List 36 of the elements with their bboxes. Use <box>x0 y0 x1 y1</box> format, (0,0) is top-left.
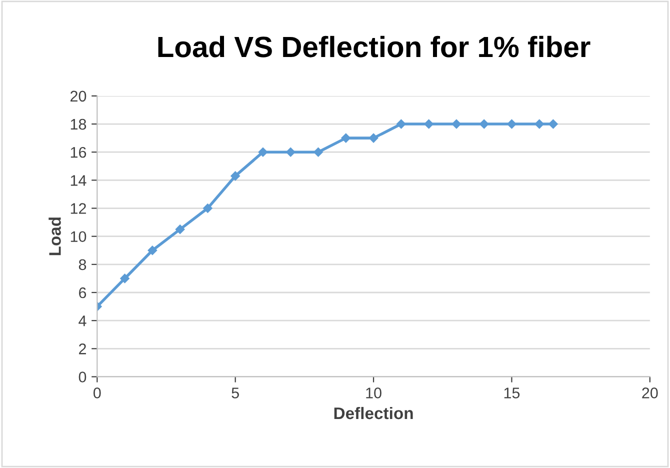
point <box>120 274 130 284</box>
point <box>258 147 268 157</box>
point <box>314 147 323 157</box>
point <box>175 224 185 234</box>
y-tick-label: 20 <box>70 90 86 102</box>
y-axis-title: Load <box>48 218 61 256</box>
point <box>203 204 212 213</box>
x-tick-label: 5 <box>232 388 239 398</box>
y-tick-label: 0 <box>78 372 86 382</box>
y-tick-label: 2 <box>79 344 86 354</box>
point <box>452 119 462 129</box>
point <box>548 119 558 129</box>
point <box>341 133 351 143</box>
y-tick-label: 10 <box>70 231 86 242</box>
y-tick-label: 6 <box>79 287 86 298</box>
point <box>286 147 296 157</box>
y-tick-label: 8 <box>78 259 86 270</box>
x-tick-label: 10 <box>366 388 382 398</box>
point <box>230 171 240 181</box>
y-tick-label: 16 <box>70 146 86 158</box>
point <box>368 133 378 143</box>
x-axis-title: Deflection <box>334 406 413 420</box>
y-tick-label: 12 <box>70 203 86 214</box>
x-tick-label: 0 <box>94 388 101 398</box>
chart-title: Load VS Deflection for 1% fiber <box>158 36 590 58</box>
x-tick-label: 20 <box>642 388 658 398</box>
point <box>424 119 434 129</box>
y-tick-label: 18 <box>70 118 86 130</box>
y-tick-label: 14 <box>70 175 86 186</box>
point <box>507 119 516 129</box>
y-tick-label: 4 <box>78 316 86 326</box>
x-tick-label: 15 <box>504 388 520 398</box>
point <box>479 119 489 129</box>
point <box>534 119 544 129</box>
point <box>396 119 406 129</box>
point <box>148 246 158 256</box>
